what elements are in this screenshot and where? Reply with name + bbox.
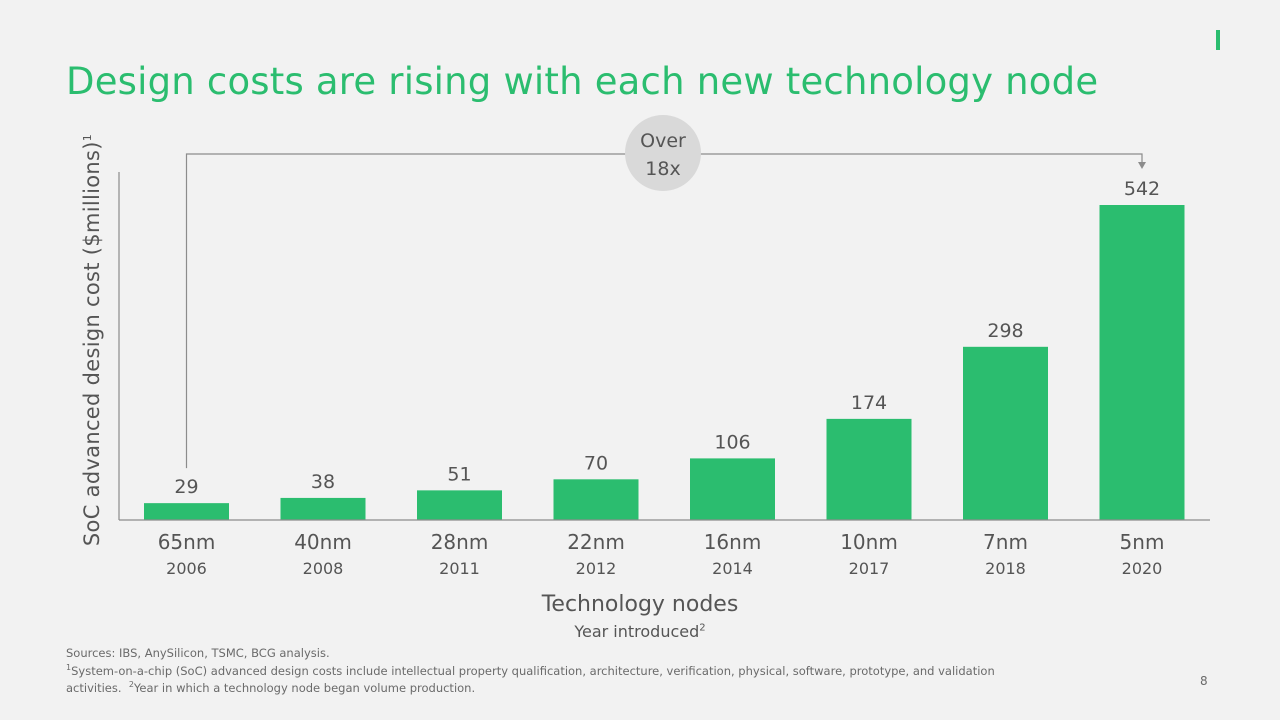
- bracket-arrowhead: [1138, 162, 1146, 169]
- x-axis-subtitle-text: Year introduced: [574, 622, 700, 641]
- slide-title: Design costs are rising with each new te…: [66, 60, 1099, 103]
- data-label: 106: [714, 431, 750, 453]
- x-axis-title: Technology nodes: [541, 592, 739, 617]
- footnote-1: System-on-a-chip (SoC) advanced design c…: [66, 663, 995, 695]
- bar-65nm: [144, 503, 229, 520]
- x-tick-year: 2014: [712, 559, 753, 578]
- x-axis-subtitle-footnote: 2: [699, 622, 706, 634]
- x-tick-year: 2018: [985, 559, 1026, 578]
- x-tick-year: 2017: [849, 559, 890, 578]
- y-axis-label-footnote: 1: [81, 133, 94, 142]
- x-tick-label: 5nm: [1120, 530, 1165, 554]
- y-axis-label: SoC advanced design cost ($millions)1: [80, 134, 104, 546]
- footnote-2: Year in which a technology node began vo…: [133, 680, 476, 695]
- page-number: 8: [1200, 674, 1208, 688]
- x-tick-label: 10nm: [840, 530, 898, 554]
- data-label: 298: [987, 320, 1023, 342]
- x-tick-year: 2012: [576, 559, 617, 578]
- x-axis-subtitle: Year introduced2: [0, 622, 1280, 641]
- bar-28nm: [417, 490, 502, 520]
- x-tick-year: 2011: [439, 559, 480, 578]
- growth-callout-circle: [625, 115, 701, 191]
- x-tick-label: 28nm: [431, 530, 489, 554]
- bar-7nm: [963, 346, 1048, 520]
- bar-40nm: [280, 497, 366, 520]
- corner-accent-mark: [1216, 30, 1220, 50]
- bar-22nm: [553, 479, 639, 520]
- footnote-text: 1System-on-a-chip (SoC) advanced design …: [66, 661, 1026, 696]
- data-label: 174: [851, 392, 887, 414]
- x-tick-year: 2006: [166, 559, 207, 578]
- x-tick-year: 2008: [303, 559, 344, 578]
- bar-5nm: [1099, 205, 1185, 520]
- footnote-2-marker: 2: [128, 679, 134, 689]
- bar-10nm: [826, 418, 912, 520]
- sources-line: Sources: IBS, AnySilicon, TSMC, BCG anal…: [66, 646, 330, 660]
- x-tick-label: 65nm: [158, 530, 216, 554]
- growth-callout-line2: 18x: [645, 158, 680, 180]
- x-tick-label: 40nm: [294, 530, 352, 554]
- x-tick-year: 2020: [1122, 559, 1163, 578]
- data-label: 29: [174, 476, 198, 498]
- data-label: 542: [1124, 178, 1160, 200]
- data-label: 51: [447, 463, 471, 485]
- x-tick-label: 7nm: [983, 530, 1028, 554]
- bar-16nm: [690, 458, 775, 520]
- x-tick-label: 16nm: [704, 530, 762, 554]
- footnotes: Sources: IBS, AnySilicon, TSMC, BCG anal…: [66, 646, 1026, 695]
- data-label: 38: [311, 471, 335, 493]
- data-label: 70: [584, 452, 608, 474]
- footnote-1-marker: 1: [66, 662, 72, 672]
- growth-callout-line1: Over: [640, 130, 686, 152]
- y-axis-label-text: SoC advanced design cost ($millions): [80, 141, 104, 547]
- x-tick-label: 22nm: [567, 530, 625, 554]
